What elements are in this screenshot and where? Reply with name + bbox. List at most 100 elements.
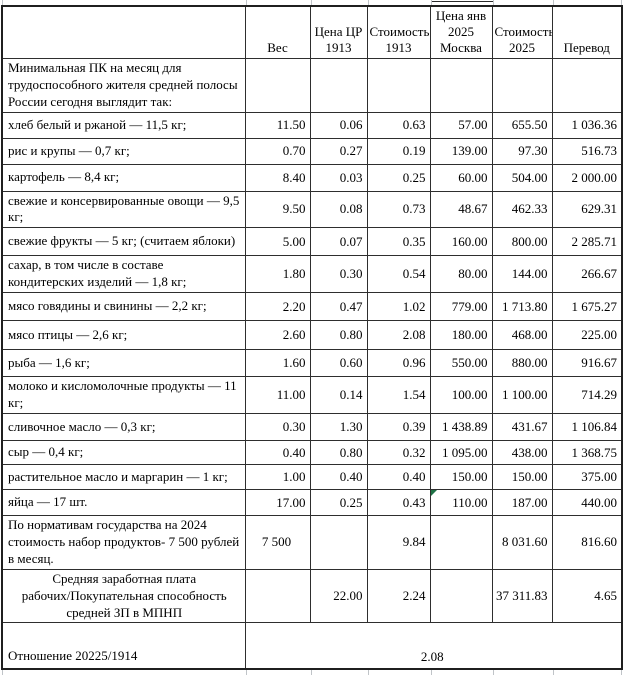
cell-price-1913[interactable]: 0.03 (309, 163, 368, 192)
cell-cost-1913[interactable]: 1.02 (366, 292, 431, 322)
item-label[interactable]: сыр — 0,4 кг; (1, 440, 246, 466)
cell-price-1913[interactable]: 0.14 (309, 376, 368, 415)
ratio-value[interactable]: 2.08 (244, 622, 623, 670)
item-label[interactable]: сахар, в том числе в составе кондитерски… (1, 255, 246, 294)
cell-weight[interactable]: 8.40 (244, 163, 311, 192)
cell-weight[interactable]: 7 500 (244, 515, 311, 570)
cell-cost-2025[interactable]: 97.30 (491, 137, 553, 165)
cell-cost-1913[interactable]: 0.54 (366, 255, 431, 294)
item-label[interactable]: сливочное масло — 0,3 кг; (1, 413, 246, 442)
cell-price-1913[interactable] (309, 515, 368, 570)
cell-price-2025[interactable]: 48.67 (429, 190, 493, 229)
empty-cell[interactable] (491, 57, 553, 113)
cell-price-2025[interactable]: 1 095.00 (429, 440, 493, 466)
cell-cost-2025[interactable]: 468.00 (491, 320, 553, 351)
item-label[interactable]: Средняя заработная плата рабочих/Покупат… (1, 568, 246, 624)
cell-perevod[interactable]: 1 675.27 (551, 292, 623, 322)
cell-price-2025[interactable]: 779.00 (429, 292, 493, 322)
cell-cost-1913[interactable]: 0.43 (366, 489, 431, 517)
cell-price-1913[interactable]: 0.08 (309, 190, 368, 229)
cell-perevod[interactable]: 516.73 (551, 137, 623, 165)
item-label[interactable]: мясо говядины и свинины — 2,2 кг; (1, 292, 246, 322)
empty-cell[interactable] (366, 57, 431, 113)
header-weight[interactable]: Вес (244, 5, 311, 59)
cell-cost-1913[interactable]: 0.96 (366, 349, 431, 378)
item-label[interactable]: свежие и консервированные овощи — 9,5 кг… (1, 190, 246, 229)
cell-price-1913[interactable]: 0.80 (309, 440, 368, 466)
item-label[interactable]: яйца — 17 шт. (1, 489, 246, 517)
cell-cost-1913[interactable]: 2.08 (366, 320, 431, 351)
cell-cost-2025[interactable]: 1 713.80 (491, 292, 553, 322)
cell-cost-2025[interactable]: 504.00 (491, 163, 553, 192)
cell-cost-2025[interactable]: 187.00 (491, 489, 553, 517)
header-cost-1913[interactable]: Стоимость 1913 (366, 5, 431, 59)
cell-perevod[interactable]: 1 036.36 (551, 111, 623, 139)
cell-cost-2025[interactable]: 655.50 (491, 111, 553, 139)
cell-perevod[interactable]: 1 368.75 (551, 440, 623, 466)
header-cost-2025[interactable]: Стоимость 2025 (491, 5, 553, 59)
cell-cost-2025[interactable]: 800.00 (491, 227, 553, 257)
cell-weight[interactable] (244, 568, 311, 624)
intro-label[interactable]: Минимальная ПК на месяц для трудоспособн… (1, 57, 246, 113)
cell-price-2025[interactable]: 110.00 (429, 489, 493, 517)
cell-price-2025[interactable]: 57.00 (429, 111, 493, 139)
cell-weight[interactable]: 1.80 (244, 255, 311, 294)
cell-weight[interactable]: 11.00 (244, 376, 311, 415)
cell-cost-1913[interactable]: 0.19 (366, 137, 431, 165)
cell-price-2025[interactable]: 180.00 (429, 320, 493, 351)
item-label[interactable]: мясо птицы — 2,6 кг; (1, 320, 246, 351)
cell-perevod[interactable]: 1 106.84 (551, 413, 623, 442)
cell-cost-2025[interactable]: 880.00 (491, 349, 553, 378)
cell-perevod[interactable]: 2 285.71 (551, 227, 623, 257)
item-label[interactable]: По нормативам государства на 2024 стоимо… (1, 515, 246, 570)
item-label[interactable]: свежие фрукты — 5 кг; (считаем яблоки) (1, 227, 246, 257)
cell-price-2025[interactable] (429, 568, 493, 624)
cell-price-2025[interactable] (429, 515, 493, 570)
cell-price-2025[interactable]: 150.00 (429, 464, 493, 491)
cell-price-1913[interactable]: 0.47 (309, 292, 368, 322)
cell-price-1913[interactable]: 0.40 (309, 464, 368, 491)
cell-price-2025[interactable]: 160.00 (429, 227, 493, 257)
cell-cost-1913[interactable]: 1.54 (366, 376, 431, 415)
cell-perevod[interactable]: 816.60 (551, 515, 623, 570)
item-label[interactable]: рыба — 1,6 кг; (1, 349, 246, 378)
header-price-jan-2025-moscow[interactable]: Цена янв 2025 Москва (429, 5, 493, 59)
cell-price-2025[interactable]: 1 438.89 (429, 413, 493, 442)
item-label[interactable]: рис и крупы — 0,7 кг; (1, 137, 246, 165)
cell-price-1913[interactable]: 0.07 (309, 227, 368, 257)
cell-perevod[interactable]: 916.67 (551, 349, 623, 378)
cell-cost-2025[interactable]: 37 311.83 (491, 568, 553, 624)
cell-cost-1913[interactable]: 0.39 (366, 413, 431, 442)
cell-weight[interactable]: 0.30 (244, 413, 311, 442)
item-label[interactable]: картофель — 8,4 кг; (1, 163, 246, 192)
cell-cost-2025[interactable]: 431.67 (491, 413, 553, 442)
empty-cell[interactable] (309, 57, 368, 113)
cell-cost-2025[interactable]: 8 031.60 (491, 515, 553, 570)
cell-price-2025[interactable]: 100.00 (429, 376, 493, 415)
cell-cost-1913[interactable]: 0.63 (366, 111, 431, 139)
cell-weight[interactable]: 0.70 (244, 137, 311, 165)
cell-weight[interactable]: 2.20 (244, 292, 311, 322)
cell-cost-2025[interactable]: 150.00 (491, 464, 553, 491)
cell-perevod[interactable]: 2 000.00 (551, 163, 623, 192)
cell-cost-2025[interactable]: 144.00 (491, 255, 553, 294)
cell-cost-1913[interactable]: 0.35 (366, 227, 431, 257)
cell-cost-1913[interactable]: 2.24 (366, 568, 431, 624)
cell-weight[interactable]: 1.00 (244, 464, 311, 491)
empty-cell[interactable] (551, 57, 623, 113)
empty-cell[interactable] (429, 57, 493, 113)
cell-cost-1913[interactable]: 9.84 (366, 515, 431, 570)
cell-perevod[interactable]: 440.00 (551, 489, 623, 517)
cell-price-1913[interactable]: 0.25 (309, 489, 368, 517)
cell-price-1913[interactable]: 22.00 (309, 568, 368, 624)
cell-perevod[interactable]: 629.31 (551, 190, 623, 229)
cell-price-1913[interactable]: 0.60 (309, 349, 368, 378)
cell-price-2025[interactable]: 139.00 (429, 137, 493, 165)
header-perevod[interactable]: Перевод (551, 5, 623, 59)
ratio-label[interactable]: Отношение 20225/1914 (1, 622, 246, 670)
cell-weight[interactable]: 9.50 (244, 190, 311, 229)
cell-cost-2025[interactable]: 1 100.00 (491, 376, 553, 415)
item-label[interactable]: хлеб белый и ржаной — 11,5 кг; (1, 111, 246, 139)
cell-weight[interactable]: 5.00 (244, 227, 311, 257)
cell-price-2025[interactable]: 60.00 (429, 163, 493, 192)
